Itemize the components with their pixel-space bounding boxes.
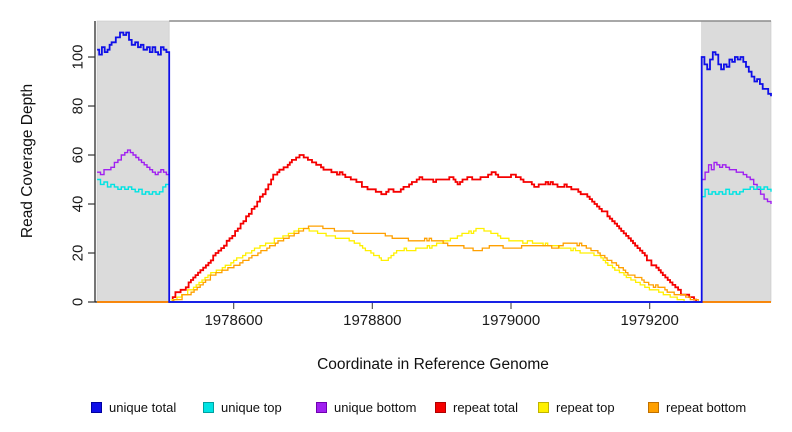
y-tick-label: 20 [69,244,87,262]
legend-item-unique-total: unique total [91,397,176,417]
legend-item-unique-bottom: unique bottom [316,397,416,417]
legend-label: repeat total [453,399,519,415]
legend: unique total unique top unique bottom repea… [0,397,792,419]
legend-label: unique bottom [334,399,417,415]
legend-swatch-icon [435,401,446,413]
y-tick-label: 0 [69,297,87,307]
legend-label: repeat top [556,399,615,415]
series-unique-total [97,31,772,303]
legend-label: repeat bottom [666,399,747,415]
legend-swatch-icon [316,401,327,413]
shaded-region-flank-right [701,20,772,303]
x-tick-label: 1978600 [204,312,263,329]
legend-swatch-icon [538,401,549,413]
legend-swatch-icon [91,401,102,413]
legend-item-repeat-top: repeat top [538,397,615,417]
shaded-region-flank-left [96,20,170,303]
x-tick-label: 1979000 [481,312,541,329]
y-axis-title: Read Coverage Depth [19,83,36,239]
series-repeat-bottom [97,225,771,303]
legend-swatch-icon [648,401,659,413]
series-repeat-top [97,227,771,303]
legend-item-repeat-bottom: repeat bottom [648,397,746,417]
y-tick-label: 60 [69,146,87,164]
legend-item-repeat-total: repeat total [435,397,518,417]
y-tick-label: 80 [69,97,87,115]
series-repeat-total [97,154,771,303]
x-axis-title: Coordinate in Reference Genome [317,356,549,373]
x-tick-label: 1978800 [343,312,402,329]
legend-label: unique total [109,399,177,415]
y-tick-label: 40 [69,195,87,213]
series-unique-bottom [97,149,772,303]
legend-label: unique top [221,399,282,415]
x-tick-label: 1979200 [620,312,679,329]
legend-item-unique-top: unique top [203,397,282,417]
y-tick-label: 100 [69,44,87,70]
legend-swatch-icon [203,401,214,413]
